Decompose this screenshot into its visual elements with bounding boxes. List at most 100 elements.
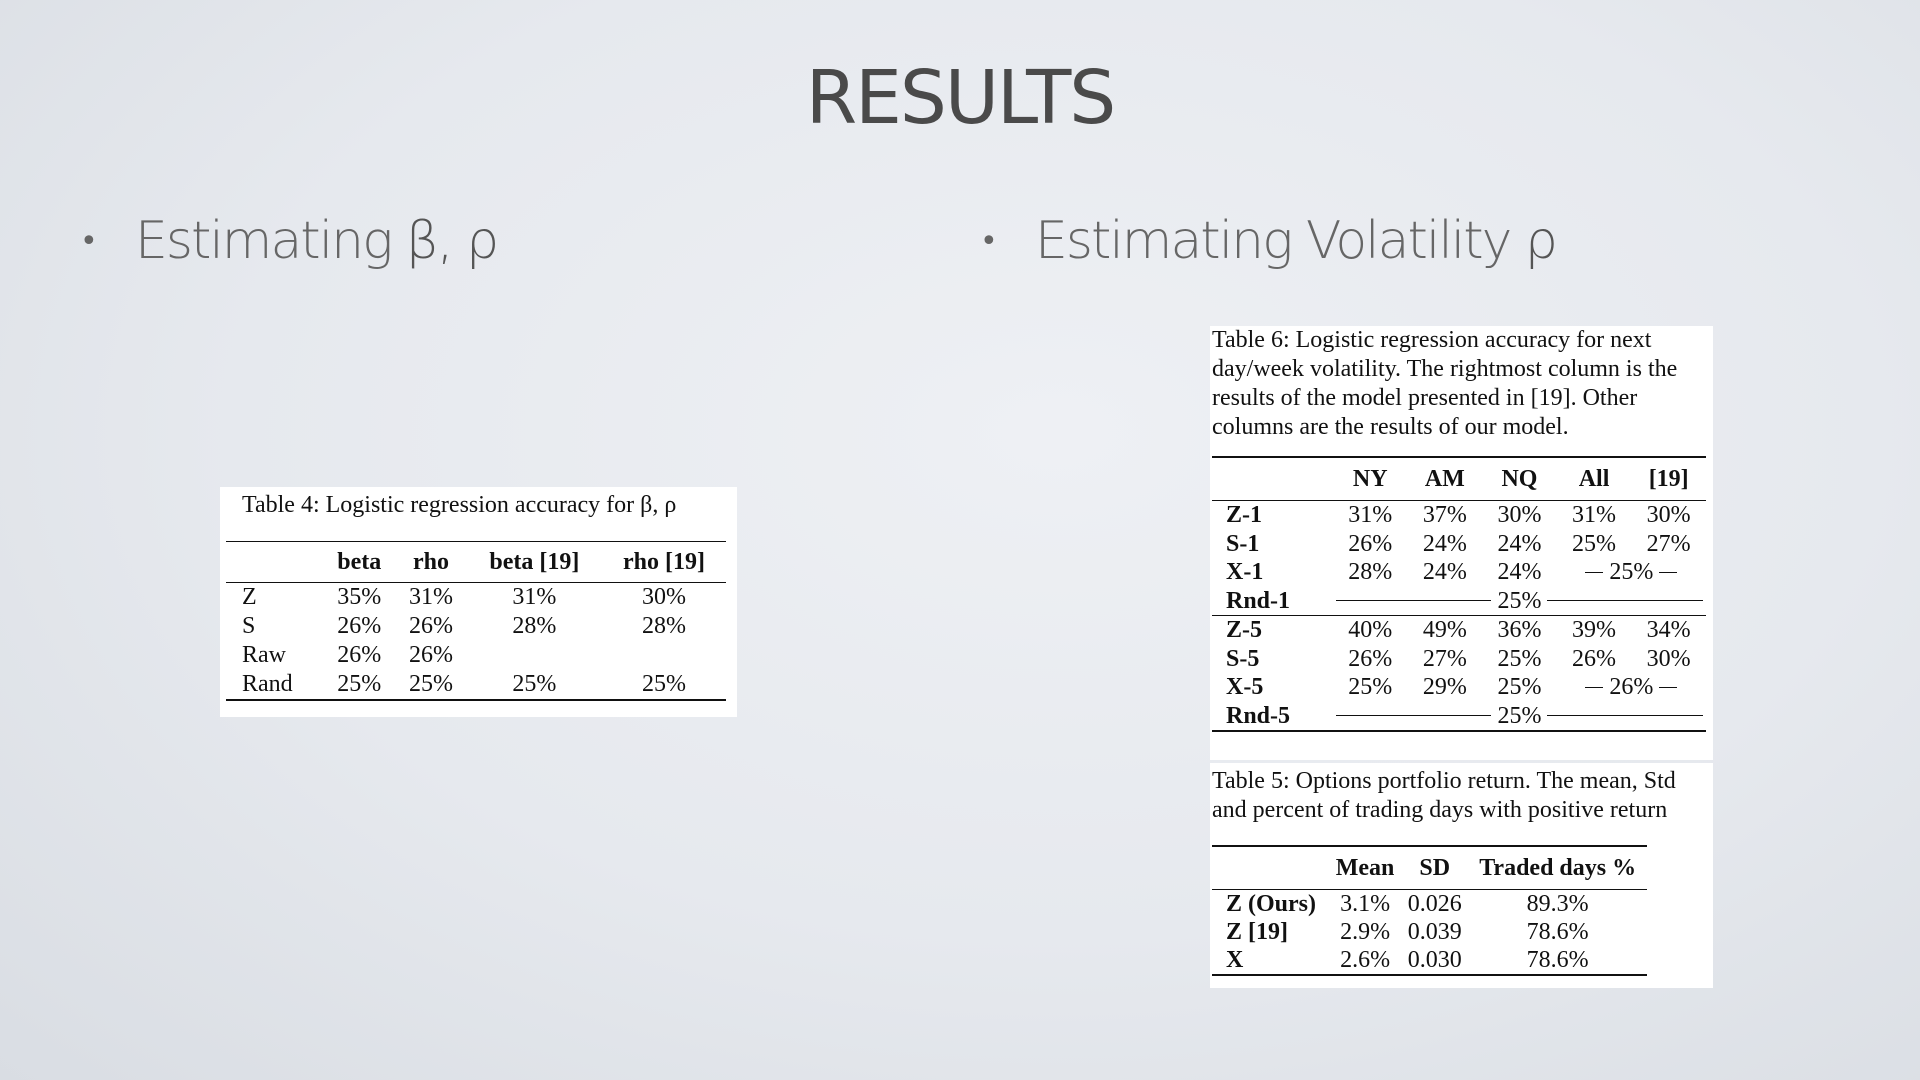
table4-header: rho [412,548,449,575]
table-row: X 2.6% 0.030 78.6% [1212,946,1647,975]
table4-image: Table 4: Logistic regression accuracy fo… [220,487,737,717]
table5: Mean SD Traded days % Z (Ours) 3.1% 0.02… [1212,845,1647,976]
table4-header [226,542,323,583]
table-row: S 26% 26% 28% 28% [226,612,726,641]
cell: 39% [1572,617,1617,643]
row-label: Raw [242,642,286,668]
table6-image: Table 6: Logistic regression accuracy fo… [1210,326,1713,760]
cell: 40% [1348,617,1393,643]
row-label: Z [242,584,257,610]
row-label: Rand [242,671,293,697]
cell: 27% [1422,645,1467,672]
table5-image: Table 5: Options portfolio return. The m… [1210,763,1713,988]
bullet-glyph: • [980,223,998,259]
cell: 37% [1422,502,1467,528]
table-row: X-1 28% 24% 24% 25% [1212,558,1706,587]
cell: 25% [408,671,453,697]
cell: 24% [1497,530,1542,557]
table5-header [1212,846,1329,890]
table-row: Rand 25% 25% 25% 25% [226,670,726,700]
cell: 3.1% [1340,891,1391,917]
cell: 24% [1422,530,1467,557]
cell: 2.6% [1340,947,1391,973]
table6-header: [19] [1648,465,1689,492]
cell: 28% [512,613,557,639]
row-label: S-5 [1226,645,1260,672]
table-row: Rnd-5 25% [1212,702,1706,732]
row-label: X [1226,947,1244,973]
cell: 30% [1497,502,1542,528]
table6-header [1212,457,1333,501]
cell: 0.039 [1407,919,1462,945]
cell: 30% [1646,645,1691,672]
row-label: X-5 [1226,674,1264,700]
cell: 26% [337,642,382,668]
table-row: S-5 26% 27% 25% 26% 30% [1212,645,1706,674]
table-row: Raw 26% 26% [226,641,726,670]
cell: 26% [408,642,453,668]
cell: 25% [1497,674,1542,700]
cell: 28% [1348,559,1393,585]
row-label: Rnd-5 [1226,702,1291,729]
spanning-cell: 25% [1333,702,1706,732]
row-label: Z (Ours) [1226,891,1316,917]
cell: 34% [1646,617,1691,643]
cell: 25% [1497,645,1542,672]
table4-header: beta [337,548,382,575]
bullet-left-text: Estimating β, ρ [135,211,499,271]
cell: 78.6% [1526,947,1589,973]
table-row: Z [19] 2.9% 0.039 78.6% [1212,918,1647,946]
cell: 26% [1348,530,1393,557]
table5-header: Mean [1335,855,1395,881]
row-label: Rnd-1 [1226,587,1291,614]
cell: 49% [1422,617,1467,643]
table5-caption: Table 5: Options portfolio return. The m… [1212,768,1676,823]
table5-header: Traded days % [1479,855,1637,881]
cell: 26% [337,613,382,639]
table-row: Z 35% 31% 31% 30% [226,583,726,613]
cell: 24% [1497,559,1542,585]
cell: 25% [641,671,686,697]
cell: 30% [641,584,686,610]
spanning-cell: 25% [1333,587,1706,616]
table4-caption: Table 4: Logistic regression accuracy fo… [242,492,677,518]
cell: 78.6% [1526,919,1589,945]
row-label: S-1 [1226,530,1260,557]
bullet-right-label: Estimating Volatility [1035,211,1512,271]
cell: 35% [337,584,382,610]
cell: 25% [1348,674,1393,700]
cell: 24% [1422,559,1467,585]
bullet-left: • Estimating β, ρ [80,206,499,276]
cell: 31% [1572,502,1617,528]
spanning-cell: 25% [1557,558,1706,587]
cell: 26% [1348,645,1393,672]
table-row: S-1 26% 24% 24% 25% 27% [1212,530,1706,559]
bullet-left-symbols: β, ρ [405,211,499,271]
table6-caption: Table 6: Logistic regression accuracy fo… [1212,327,1678,440]
cell: 25% [1572,530,1617,557]
cell: 0.030 [1407,947,1462,973]
cell: 26% [408,613,453,639]
table4-header: beta [19] [489,548,580,575]
table6-header: NY [1352,465,1388,492]
row-label: S [242,613,256,639]
table6-header: NQ [1501,465,1538,492]
table-row: Z (Ours) 3.1% 0.026 89.3% [1212,890,1647,919]
cell: 28% [641,613,686,639]
bullet-left-label: Estimating [135,211,393,271]
cell: 27% [1646,530,1691,557]
cell: 31% [408,584,453,610]
bullet-right-symbol: ρ [1524,211,1558,271]
row-label: Z-1 [1226,502,1262,528]
bullet-right: • Estimating Volatility ρ [980,206,1558,276]
span-value: 26% [1609,674,1654,700]
cell: 30% [1646,502,1691,528]
cell: 25% [337,671,382,697]
bullet-glyph: • [80,223,98,259]
spanning-cell: 26% [1557,673,1706,702]
cell: 25% [512,671,557,697]
bullet-right-text: Estimating Volatility ρ [1035,211,1558,271]
cell: 0.026 [1407,891,1462,917]
table5-header: SD [1419,855,1451,881]
table-row: X-5 25% 29% 25% 26% [1212,673,1706,702]
